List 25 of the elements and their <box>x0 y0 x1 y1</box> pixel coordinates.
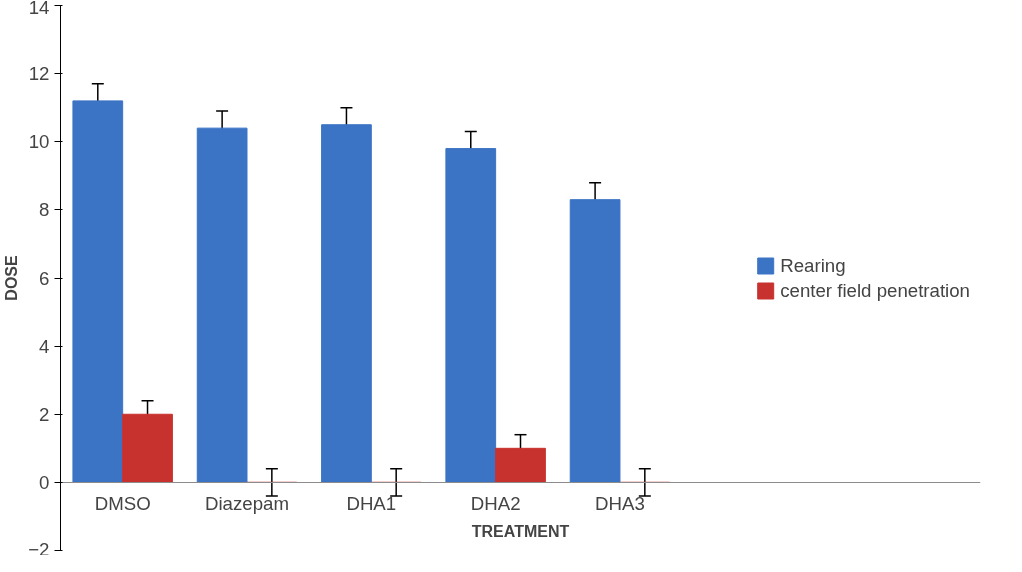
bar <box>196 127 248 483</box>
x-axis-title: TREATMENT <box>471 522 570 540</box>
bar <box>72 100 124 483</box>
legend-label: Rearing <box>780 254 846 276</box>
y-tick-label: 10 <box>28 131 50 153</box>
legend-label: center field penetration <box>780 279 970 301</box>
bar <box>445 148 497 483</box>
y-tick-label: 8 <box>39 199 50 221</box>
y-tick-label: 6 <box>39 267 50 289</box>
x-tick-label: DHA1 <box>346 493 397 515</box>
bar <box>495 447 546 483</box>
y-axis-title: DOSE <box>3 255 21 301</box>
x-tick-label: DHA3 <box>595 493 645 515</box>
y-tick-label: 12 <box>28 63 50 85</box>
bar <box>321 124 372 483</box>
y-tick-label: −2 <box>28 538 50 560</box>
y-tick-label: 0 <box>39 471 50 493</box>
x-tick-label: DHA2 <box>470 493 521 515</box>
x-tick-label: DMSO <box>94 493 151 515</box>
bar <box>569 199 621 483</box>
y-tick-label: 2 <box>39 403 50 425</box>
x-tick-label: Diazepam <box>204 493 289 515</box>
y-tick-label: 4 <box>39 335 50 357</box>
bar <box>122 413 173 483</box>
y-tick-label: 14 <box>28 0 50 18</box>
